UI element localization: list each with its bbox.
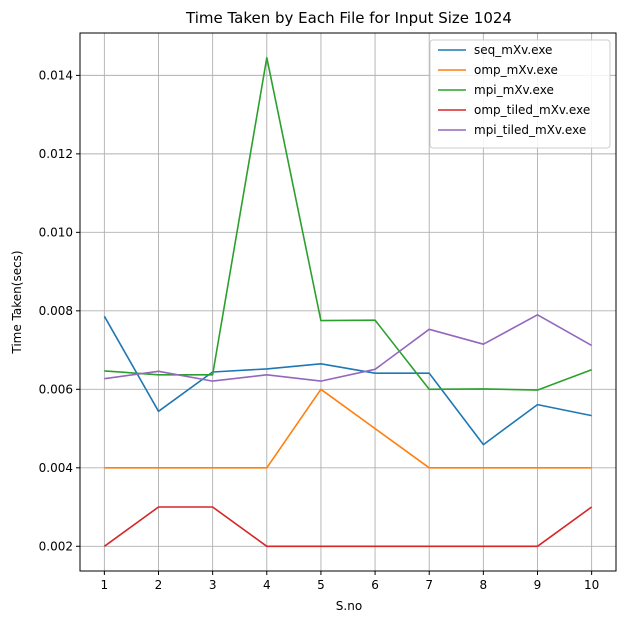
legend-box	[429, 39, 611, 149]
x-tick-label: 4	[263, 578, 271, 592]
x-tick-label: 6	[371, 578, 379, 592]
plot-frame	[79, 32, 617, 572]
x-tick-label: 10	[584, 578, 599, 592]
legend: seq_mXv.exe omp_mXv.exe mpi_mXv.exe omp_til…	[429, 39, 611, 149]
x-tick-label: 9	[534, 578, 542, 592]
x-tick-label: 5	[317, 578, 325, 592]
legend-label: omp_tiled_mXv.exe	[474, 103, 590, 117]
series-layer	[103, 56, 593, 548]
x-axis-label: S.no	[336, 599, 362, 613]
x-tick-label: 1	[101, 578, 109, 592]
legend-label: mpi_mXv.exe	[474, 83, 554, 97]
x-tick-label: 7	[425, 578, 433, 592]
series-line	[104, 56, 592, 391]
x-tick-label: 2	[155, 578, 163, 592]
x-ticks: 1 2 3 4 5 6 7 8 9 10	[101, 571, 599, 592]
x-tick-label: 8	[480, 578, 488, 592]
series-line	[103, 506, 593, 548]
chart-title: Time Taken by Each File for Input Size 1…	[185, 9, 512, 27]
y-tick-label: 0.008	[39, 304, 73, 318]
series-line	[104, 313, 592, 382]
y-tick-label: 0.014	[39, 68, 73, 82]
y-axis-label: Time Taken(secs)	[10, 250, 24, 354]
y-tick-label: 0.004	[39, 461, 73, 475]
x-tick-label: 3	[209, 578, 217, 592]
series-line	[103, 315, 592, 446]
y-tick-label: 0.006	[39, 382, 73, 396]
legend-label: mpi_tiled_mXv.exe	[474, 123, 586, 137]
legend-label: seq_mXv.exe	[474, 43, 552, 57]
y-tick-label: 0.012	[39, 147, 73, 161]
y-tick-label: 0.010	[39, 225, 73, 239]
y-tick-label: 0.002	[39, 539, 73, 553]
legend-label: omp_mXv.exe	[474, 63, 558, 77]
series-line	[104, 388, 592, 469]
y-ticks: 0.002 0.004 0.006 0.008 0.010 0.012 0.014	[39, 68, 80, 553]
